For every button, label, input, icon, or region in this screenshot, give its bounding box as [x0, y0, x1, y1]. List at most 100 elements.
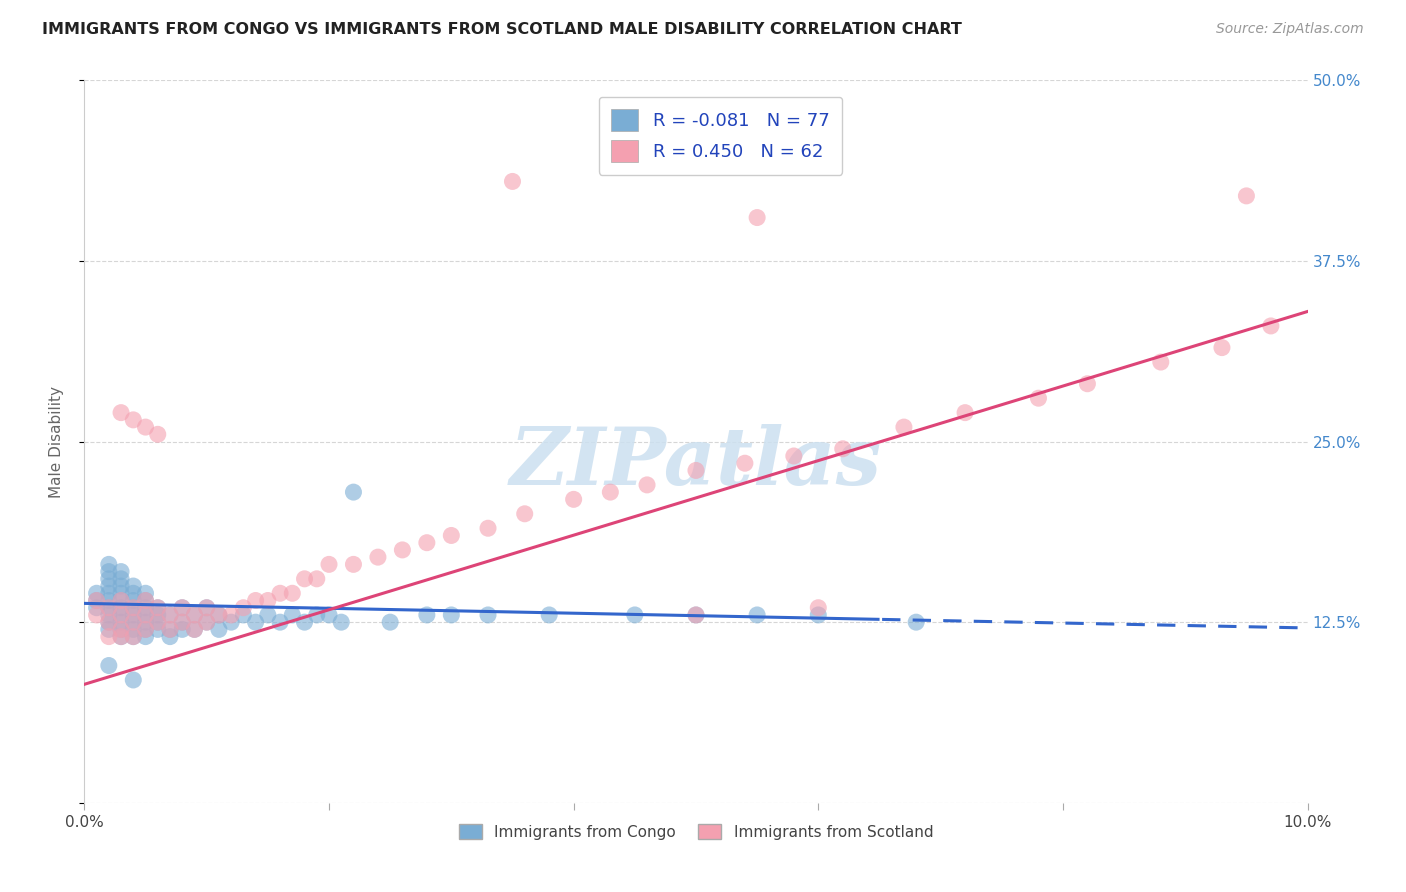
Point [1211, 341, 1233, 355]
Point [562, 492, 585, 507]
Point [97, 630, 120, 644]
Point [172, 623, 194, 637]
Point [135, 630, 157, 644]
Point [1028, 391, 1050, 405]
Point [416, 535, 439, 549]
Point [110, 406, 132, 420]
Point [110, 579, 132, 593]
Point [636, 478, 658, 492]
Point [1260, 318, 1282, 333]
Point [122, 593, 145, 607]
Point [97, 558, 120, 572]
Point [110, 572, 132, 586]
Point [257, 593, 280, 607]
Point [685, 463, 707, 477]
Point [97, 586, 120, 600]
Point [122, 579, 145, 593]
Point [122, 630, 145, 644]
Point [195, 615, 218, 630]
Point [146, 427, 169, 442]
Point [86, 593, 108, 607]
Text: Source: ZipAtlas.com: Source: ZipAtlas.com [1216, 22, 1364, 37]
Point [281, 586, 304, 600]
Point [110, 623, 132, 637]
Point [305, 607, 328, 622]
Point [110, 630, 132, 644]
Point [807, 600, 830, 615]
Point [135, 593, 157, 607]
Point [318, 558, 340, 572]
Point [232, 600, 254, 615]
Point [219, 607, 242, 622]
Point [440, 528, 463, 542]
Point [330, 615, 353, 630]
Point [110, 600, 132, 615]
Point [97, 607, 120, 622]
Point [97, 579, 120, 593]
Point [269, 615, 291, 630]
Point [172, 615, 194, 630]
Point [122, 615, 145, 630]
Point [685, 607, 707, 622]
Point [380, 615, 402, 630]
Point [135, 607, 157, 622]
Point [599, 485, 621, 500]
Point [146, 623, 169, 637]
Point [135, 615, 157, 630]
Point [893, 420, 915, 434]
Point [97, 623, 120, 637]
Point [172, 615, 194, 630]
Point [734, 456, 756, 470]
Point [172, 600, 194, 615]
Point [122, 630, 145, 644]
Point [135, 600, 157, 615]
Point [86, 607, 108, 622]
Y-axis label: Male Disability: Male Disability [49, 385, 63, 498]
Point [110, 593, 132, 607]
Point [97, 615, 120, 630]
Point [122, 413, 145, 427]
Point [257, 607, 280, 622]
Point [477, 607, 499, 622]
Point [953, 406, 976, 420]
Point [97, 593, 120, 607]
Point [135, 623, 157, 637]
Point [159, 607, 181, 622]
Point [807, 607, 830, 622]
Point [159, 630, 181, 644]
Point [97, 658, 120, 673]
Point [195, 600, 218, 615]
Point [159, 623, 181, 637]
Point [281, 607, 304, 622]
Point [318, 607, 340, 622]
Point [110, 615, 132, 630]
Point [110, 630, 132, 644]
Point [122, 623, 145, 637]
Point [195, 615, 218, 630]
Point [513, 507, 536, 521]
Point [86, 593, 108, 607]
Point [86, 586, 108, 600]
Point [146, 615, 169, 630]
Point [747, 211, 769, 225]
Point [685, 607, 707, 622]
Point [477, 521, 499, 535]
Point [122, 615, 145, 630]
Point [159, 607, 181, 622]
Point [747, 607, 769, 622]
Text: ZIPatlas: ZIPatlas [510, 425, 882, 502]
Point [219, 615, 242, 630]
Point [831, 442, 853, 456]
Point [122, 600, 145, 615]
Point [440, 607, 463, 622]
Point [367, 550, 389, 565]
Point [135, 420, 157, 434]
Point [110, 607, 132, 622]
Point [146, 607, 169, 622]
Point [135, 593, 157, 607]
Point [416, 607, 439, 622]
Point [195, 600, 218, 615]
Point [183, 623, 205, 637]
Point [208, 607, 231, 622]
Point [502, 174, 524, 188]
